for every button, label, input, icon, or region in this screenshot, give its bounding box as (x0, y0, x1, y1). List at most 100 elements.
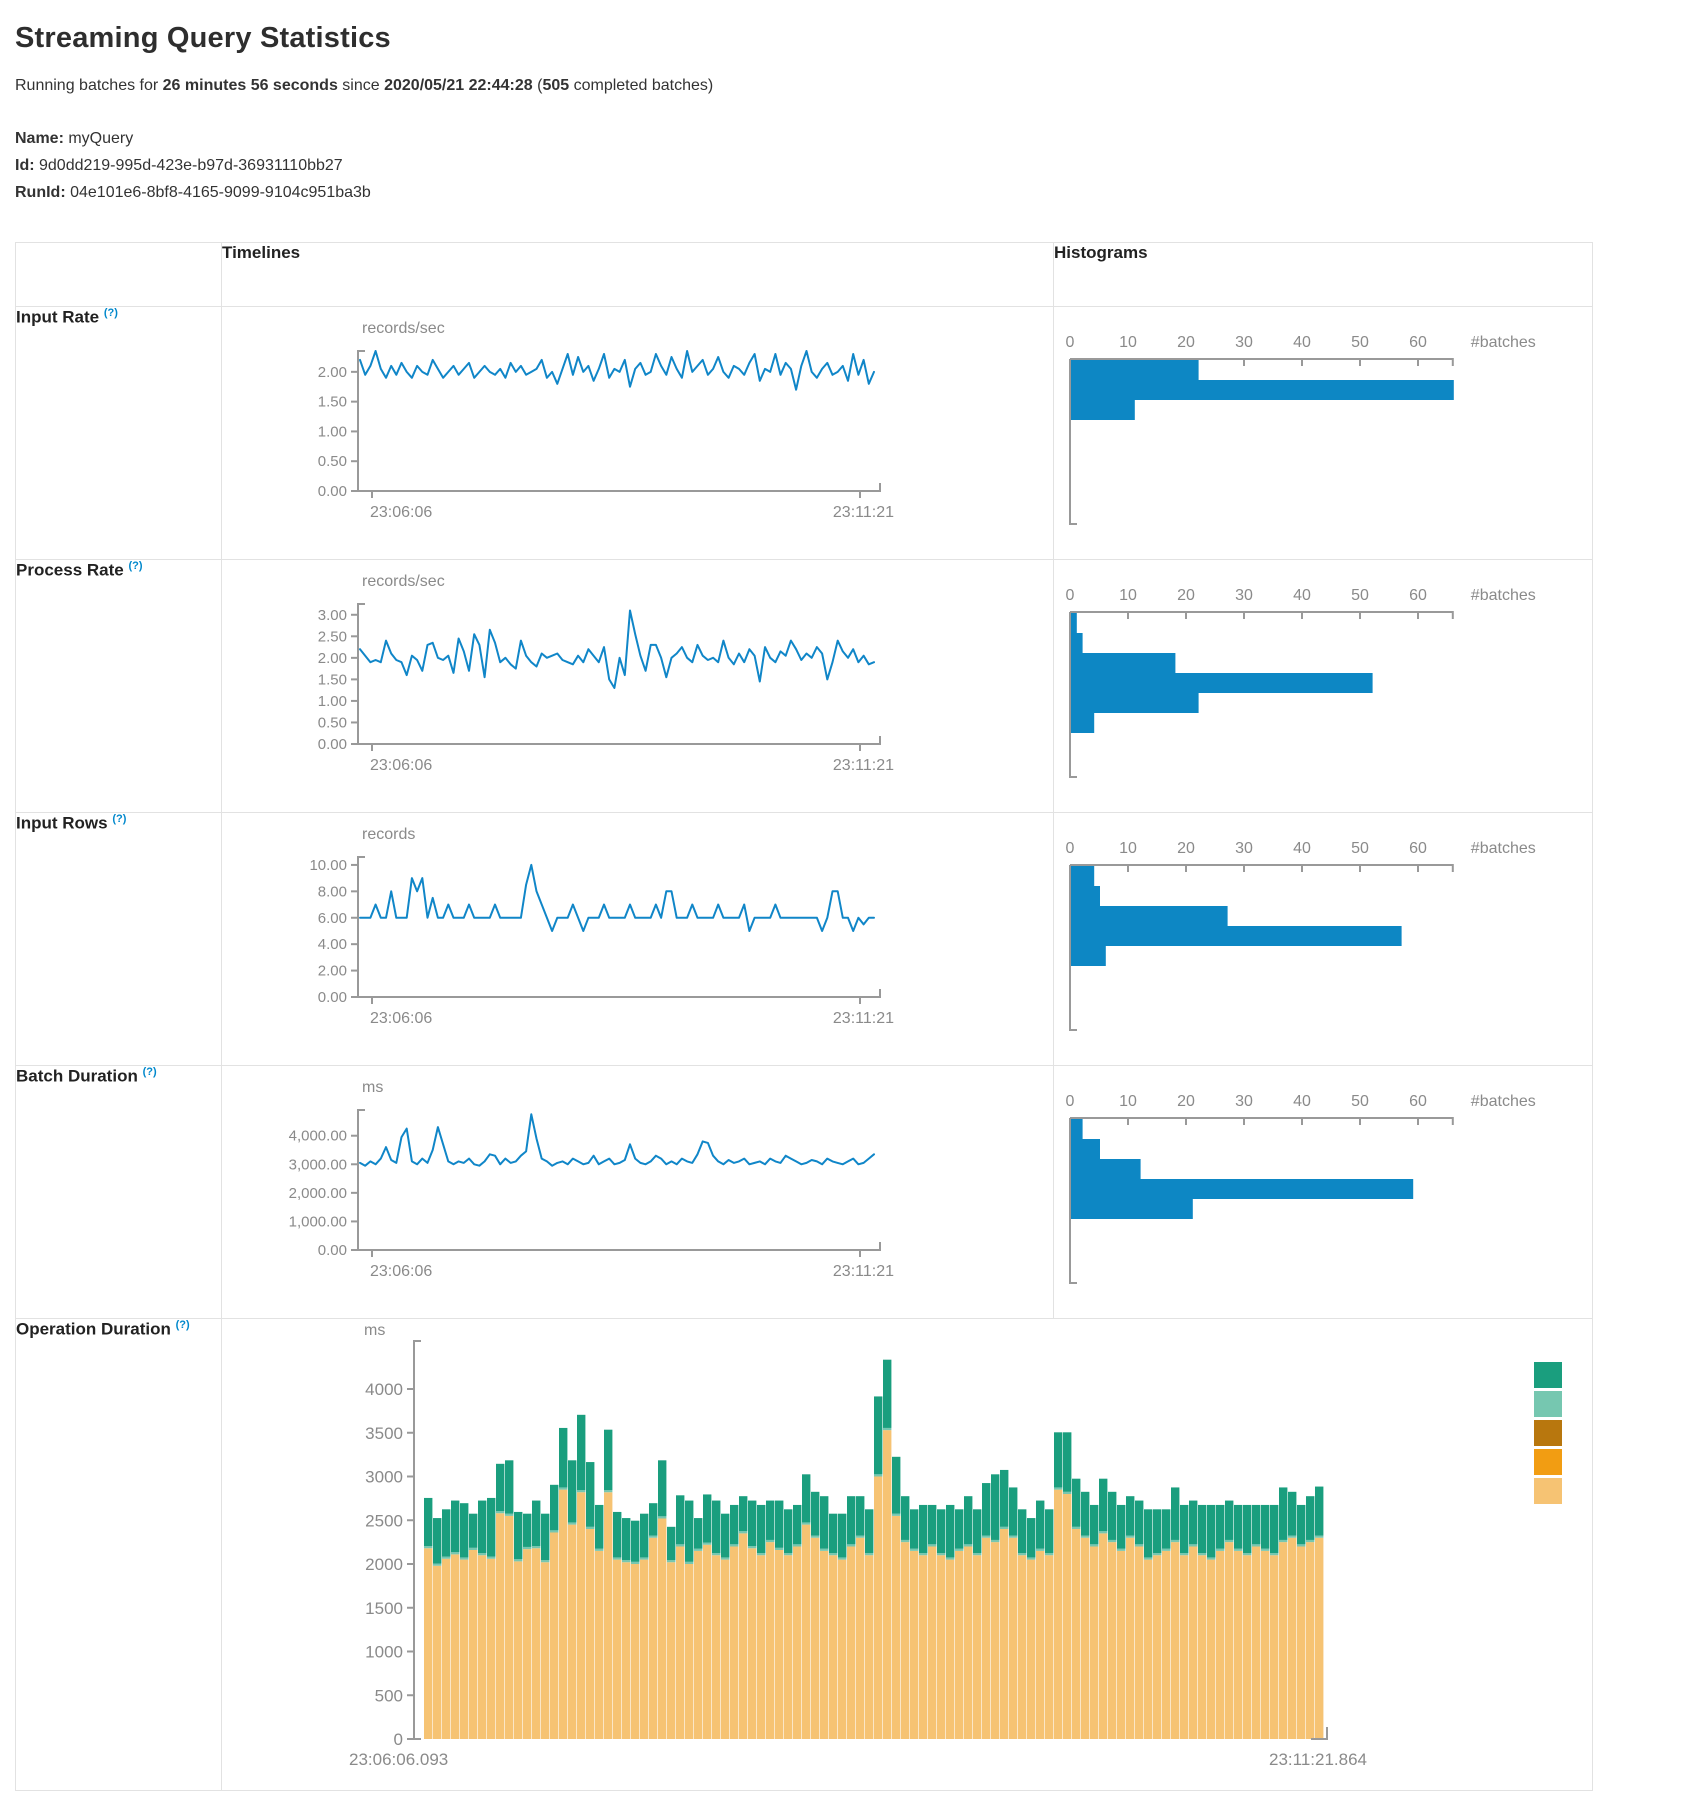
svg-text:1.50: 1.50 (318, 671, 347, 688)
query-name-line: Name: myQuery (15, 125, 1693, 152)
operation-duration-legend (1534, 1362, 1562, 1507)
legend-swatch-orange (1534, 1449, 1562, 1475)
page-title: Streaming Query Statistics (15, 22, 391, 54)
svg-text:23:06:06: 23:06:06 (370, 504, 432, 521)
input-rate-timeline-chart: records/sec 0.00 0.50 1.00 1.50 2.00 23:06:06 2… (221, 306, 1054, 560)
svg-text:0.00: 0.00 (318, 1242, 347, 1259)
batch-duration-help-icon[interactable]: (?) (142, 1066, 157, 1078)
row-label-process-rate: Process Rate (?) (15, 559, 222, 813)
svg-text:10: 10 (1119, 840, 1137, 857)
svg-text:20: 20 (1177, 587, 1195, 604)
table-row-input-rows: Input Rows (?) records 0.00 2.00 4.00 6.00 8.… (15, 812, 1593, 1066)
running-duration: 26 minutes 56 seconds (162, 77, 338, 94)
query-name-label: Name: (15, 130, 64, 147)
svg-text:23:06:06: 23:06:06 (370, 1010, 432, 1027)
query-runid-value: 04e101e6-8bf8-4165-9099-9104c951ba3b (65, 184, 371, 201)
metric-column-header (15, 242, 222, 307)
svg-text:0.00: 0.00 (318, 483, 347, 500)
row-label-input-rows: Input Rows (?) (15, 812, 222, 1066)
svg-text:30: 30 (1235, 1093, 1253, 1110)
svg-text:10: 10 (1119, 1093, 1137, 1110)
svg-text:23:11:21: 23:11:21 (833, 757, 894, 774)
svg-text:2000: 2000 (365, 1555, 403, 1574)
svg-text:50: 50 (1351, 334, 1369, 351)
query-runid-label: RunId: (15, 184, 66, 201)
input-rows-help-icon[interactable]: (?) (112, 813, 127, 825)
process-rate-help-icon[interactable]: (?) (128, 560, 143, 572)
svg-text:23:11:21.864: 23:11:21.864 (1269, 1750, 1367, 1769)
svg-text:23:06:06: 23:06:06 (370, 757, 432, 774)
svg-text:4,000.00: 4,000.00 (289, 1128, 347, 1145)
running-prefix: Running batches for (15, 77, 163, 94)
svg-text:60: 60 (1409, 1093, 1427, 1110)
svg-text:0.00: 0.00 (318, 736, 347, 753)
input-rate-histogram-chart: 0 10 20 30 40 50 60 #batches (1053, 306, 1593, 560)
svg-text:0.50: 0.50 (318, 453, 347, 470)
svg-text:2.00: 2.00 (318, 963, 347, 980)
svg-text:ms: ms (364, 1322, 385, 1339)
svg-text:4.00: 4.00 (318, 936, 347, 953)
svg-text:20: 20 (1177, 1093, 1195, 1110)
input-rows-timeline-chart: records 0.00 2.00 4.00 6.00 8.00 10.00 23:06:06… (221, 812, 1054, 1066)
svg-text:ms: ms (362, 1079, 383, 1096)
svg-text:records/sec: records/sec (362, 573, 445, 590)
svg-text:10.00: 10.00 (309, 857, 347, 874)
svg-text:23:06:06.093: 23:06:06.093 (349, 1750, 448, 1769)
svg-text:#batches: #batches (1471, 587, 1536, 604)
svg-text:1.50: 1.50 (318, 394, 347, 411)
svg-text:23:11:21: 23:11:21 (833, 1010, 894, 1027)
table-row-operation-duration: Operation Duration (?) ms 0 500 1000 1500 200… (15, 1318, 1593, 1791)
svg-text:2,000.00: 2,000.00 (289, 1185, 347, 1202)
table-row-process-rate: Process Rate (?) records/sec 0.00 0.50 1.00… (15, 559, 1593, 813)
table-row-input-rate: Input Rate (?) records/sec 0.00 0.50 1.00 1.… (15, 306, 1593, 560)
svg-text:3.00: 3.00 (318, 607, 347, 624)
batches-count: 505 (542, 77, 570, 94)
batch-duration-timeline-chart: ms 0.00 1,000.00 2,000.00 3,000.00 4,000.00 23… (221, 1065, 1054, 1319)
svg-text:0: 0 (1066, 840, 1075, 857)
running-summary: Running batches for 26 minutes 56 second… (15, 77, 1693, 95)
operation-duration-help-icon[interactable]: (?) (175, 1319, 190, 1331)
svg-text:3,000.00: 3,000.00 (289, 1156, 347, 1173)
svg-text:20: 20 (1177, 840, 1195, 857)
start-time: 2020/05/21 22:44:28 (384, 77, 533, 94)
svg-text:60: 60 (1409, 587, 1427, 604)
svg-text:40: 40 (1293, 334, 1311, 351)
svg-text:1.00: 1.00 (318, 693, 347, 710)
query-id-label: Id: (15, 157, 35, 174)
row-label-operation-duration: Operation Duration (?) (15, 1318, 222, 1791)
svg-text:40: 40 (1293, 587, 1311, 604)
svg-text:8.00: 8.00 (318, 883, 347, 900)
svg-text:30: 30 (1235, 840, 1253, 857)
svg-text:3500: 3500 (365, 1424, 403, 1443)
process-rate-histogram-chart: 0 10 20 30 40 50 60 #batches (1053, 559, 1593, 813)
svg-text:0: 0 (1066, 1093, 1075, 1110)
svg-text:1500: 1500 (365, 1599, 403, 1618)
query-meta: Name: myQuery Id: 9d0dd219-995d-423e-b97… (15, 125, 1693, 206)
legend-swatch-teal (1534, 1362, 1562, 1388)
svg-text:2500: 2500 (365, 1511, 403, 1530)
svg-text:#batches: #batches (1471, 840, 1536, 857)
svg-text:60: 60 (1409, 840, 1427, 857)
svg-text:2.00: 2.00 (318, 650, 347, 667)
query-name-value: myQuery (63, 130, 134, 147)
since-text: since (337, 77, 385, 94)
svg-text:500: 500 (375, 1686, 403, 1705)
svg-text:10: 10 (1119, 334, 1137, 351)
row-label-input-rate: Input Rate (?) (15, 306, 222, 560)
svg-text:23:11:21: 23:11:21 (833, 504, 894, 521)
svg-text:30: 30 (1235, 334, 1253, 351)
table-header-row: Timelines Histograms (15, 242, 1593, 307)
svg-text:2.50: 2.50 (318, 628, 347, 645)
svg-text:records: records (362, 826, 415, 843)
svg-text:20: 20 (1177, 334, 1195, 351)
paren-open: ( (532, 77, 543, 94)
row-label-batch-duration: Batch Duration (?) (15, 1065, 222, 1319)
input-rate-help-icon[interactable]: (?) (103, 307, 118, 319)
batch-duration-histogram-chart: 0 10 20 30 40 50 60 #batches (1053, 1065, 1593, 1319)
input-rows-histogram-chart: 0 10 20 30 40 50 60 #batches (1053, 812, 1593, 1066)
svg-text:#batches: #batches (1471, 334, 1536, 351)
svg-text:0: 0 (1066, 334, 1075, 351)
svg-text:0: 0 (394, 1730, 403, 1749)
process-rate-timeline-chart: records/sec 0.00 0.50 1.00 1.50 2.00 2.50 3.00 2… (221, 559, 1054, 813)
